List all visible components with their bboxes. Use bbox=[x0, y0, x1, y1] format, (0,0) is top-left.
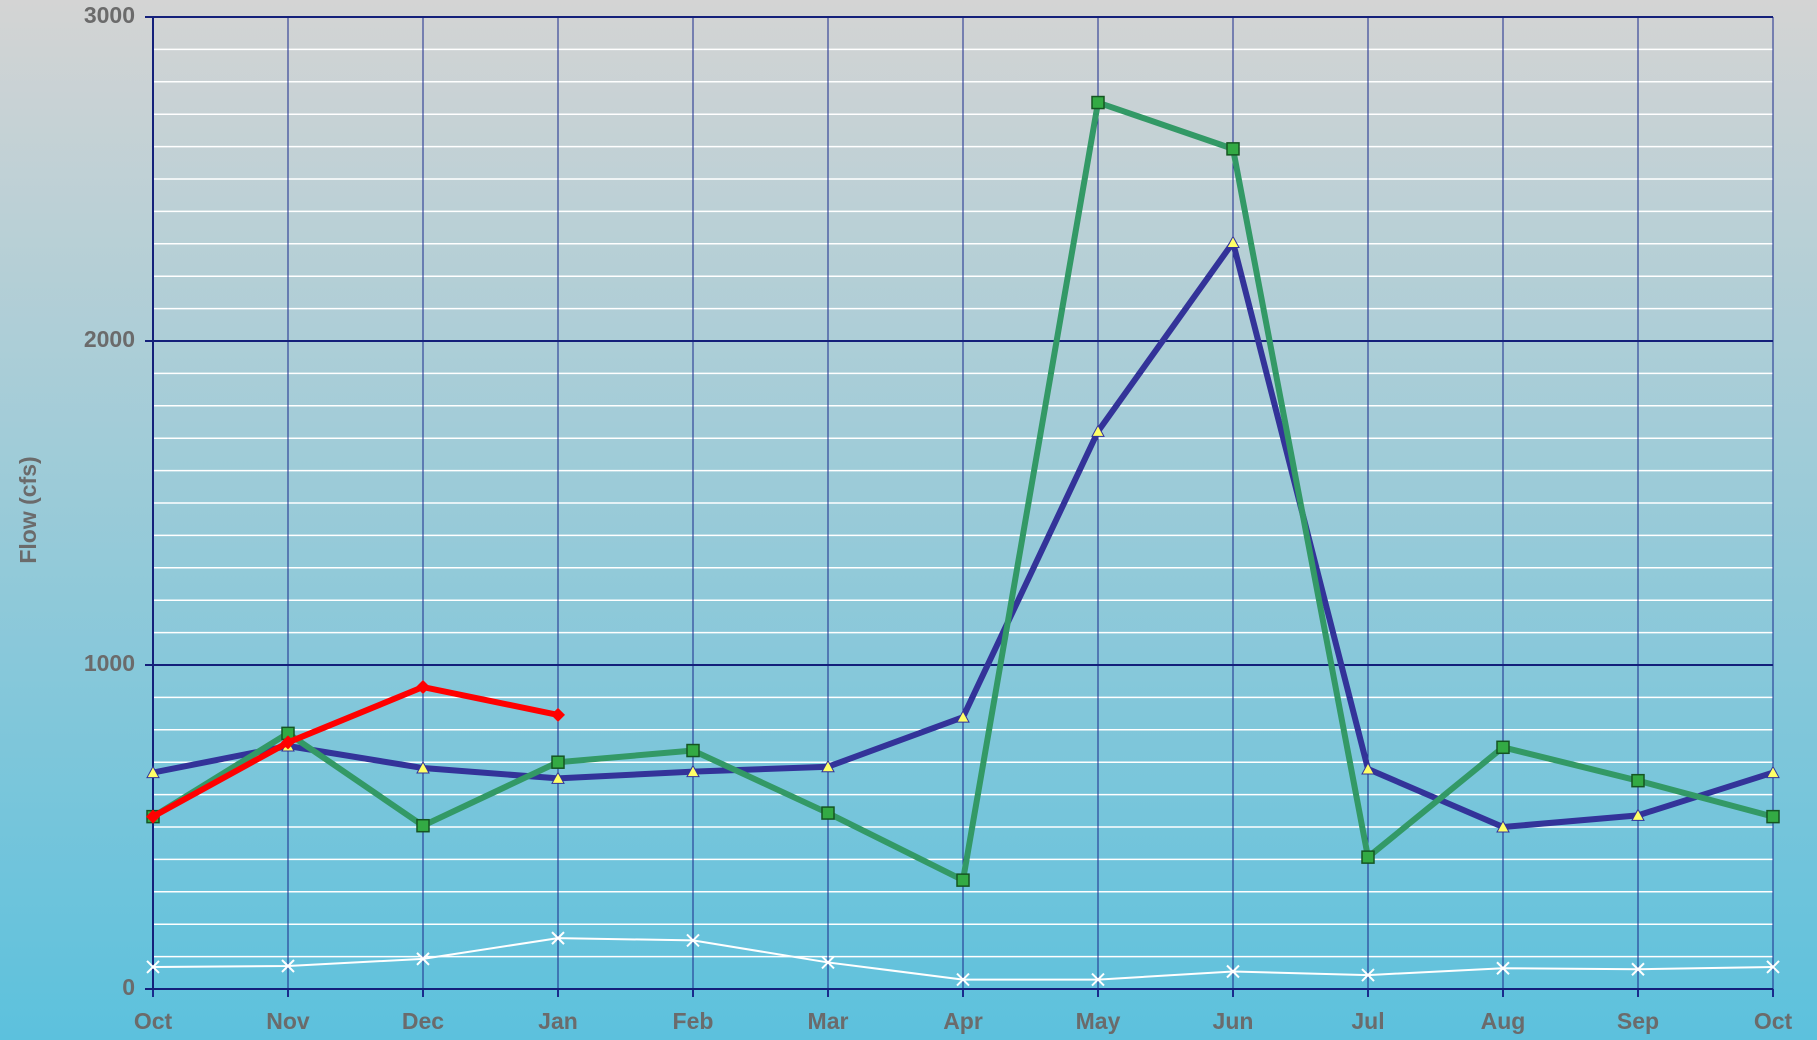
point bbox=[281, 959, 295, 973]
point bbox=[1226, 142, 1240, 156]
y-tick-label: 0 bbox=[122, 974, 135, 1000]
x-tick-label: Mar bbox=[808, 1008, 849, 1034]
point bbox=[1766, 765, 1780, 779]
point bbox=[281, 735, 295, 750]
point bbox=[1631, 962, 1645, 976]
x-tick-label: Oct bbox=[134, 1008, 173, 1034]
point bbox=[1631, 773, 1645, 788]
point bbox=[551, 931, 565, 945]
point bbox=[1496, 819, 1510, 833]
point bbox=[821, 806, 835, 820]
point bbox=[956, 972, 970, 987]
point bbox=[1496, 961, 1510, 975]
x-tick-label: May bbox=[1076, 1008, 1121, 1034]
point bbox=[1091, 972, 1105, 987]
point bbox=[1766, 809, 1780, 824]
point bbox=[1631, 808, 1645, 821]
point bbox=[1766, 960, 1780, 974]
point bbox=[1226, 235, 1240, 249]
x-tick-label: Sep bbox=[1617, 1008, 1659, 1034]
point bbox=[1361, 850, 1375, 864]
point bbox=[1091, 95, 1105, 110]
x-tick-label: Apr bbox=[943, 1008, 983, 1034]
point bbox=[146, 960, 160, 974]
point bbox=[686, 933, 700, 948]
point bbox=[416, 818, 430, 833]
point bbox=[551, 707, 565, 722]
point bbox=[1361, 761, 1375, 775]
x-tick-label: Aug bbox=[1481, 1008, 1526, 1034]
x-tick-label: Jul bbox=[1351, 1008, 1384, 1034]
y-tick-label: 3000 bbox=[84, 2, 135, 28]
point bbox=[686, 743, 700, 758]
point bbox=[956, 873, 970, 887]
point bbox=[821, 955, 835, 970]
point bbox=[821, 759, 835, 773]
point bbox=[551, 771, 565, 784]
point bbox=[1226, 964, 1240, 979]
x-tick-label: Nov bbox=[266, 1008, 310, 1034]
y-axis-label: Flow (cfs) bbox=[15, 456, 41, 563]
point bbox=[1361, 968, 1375, 982]
point bbox=[146, 765, 160, 779]
point bbox=[416, 760, 430, 774]
y-tick-label: 2000 bbox=[84, 326, 135, 352]
x-tick-label: Dec bbox=[402, 1008, 444, 1034]
x-tick-label: Feb bbox=[673, 1008, 714, 1034]
point bbox=[956, 710, 970, 723]
point bbox=[686, 764, 700, 778]
point bbox=[416, 680, 430, 695]
x-tick-label: Oct bbox=[1754, 1008, 1793, 1034]
point bbox=[1496, 740, 1510, 755]
x-tick-label: Jan bbox=[538, 1008, 578, 1034]
point bbox=[416, 952, 430, 966]
point bbox=[146, 809, 160, 824]
y-tick-label: 1000 bbox=[84, 650, 135, 676]
point bbox=[1091, 424, 1105, 437]
series-line bbox=[151, 684, 559, 820]
point bbox=[551, 755, 565, 769]
x-tick-label: Jun bbox=[1213, 1008, 1254, 1034]
